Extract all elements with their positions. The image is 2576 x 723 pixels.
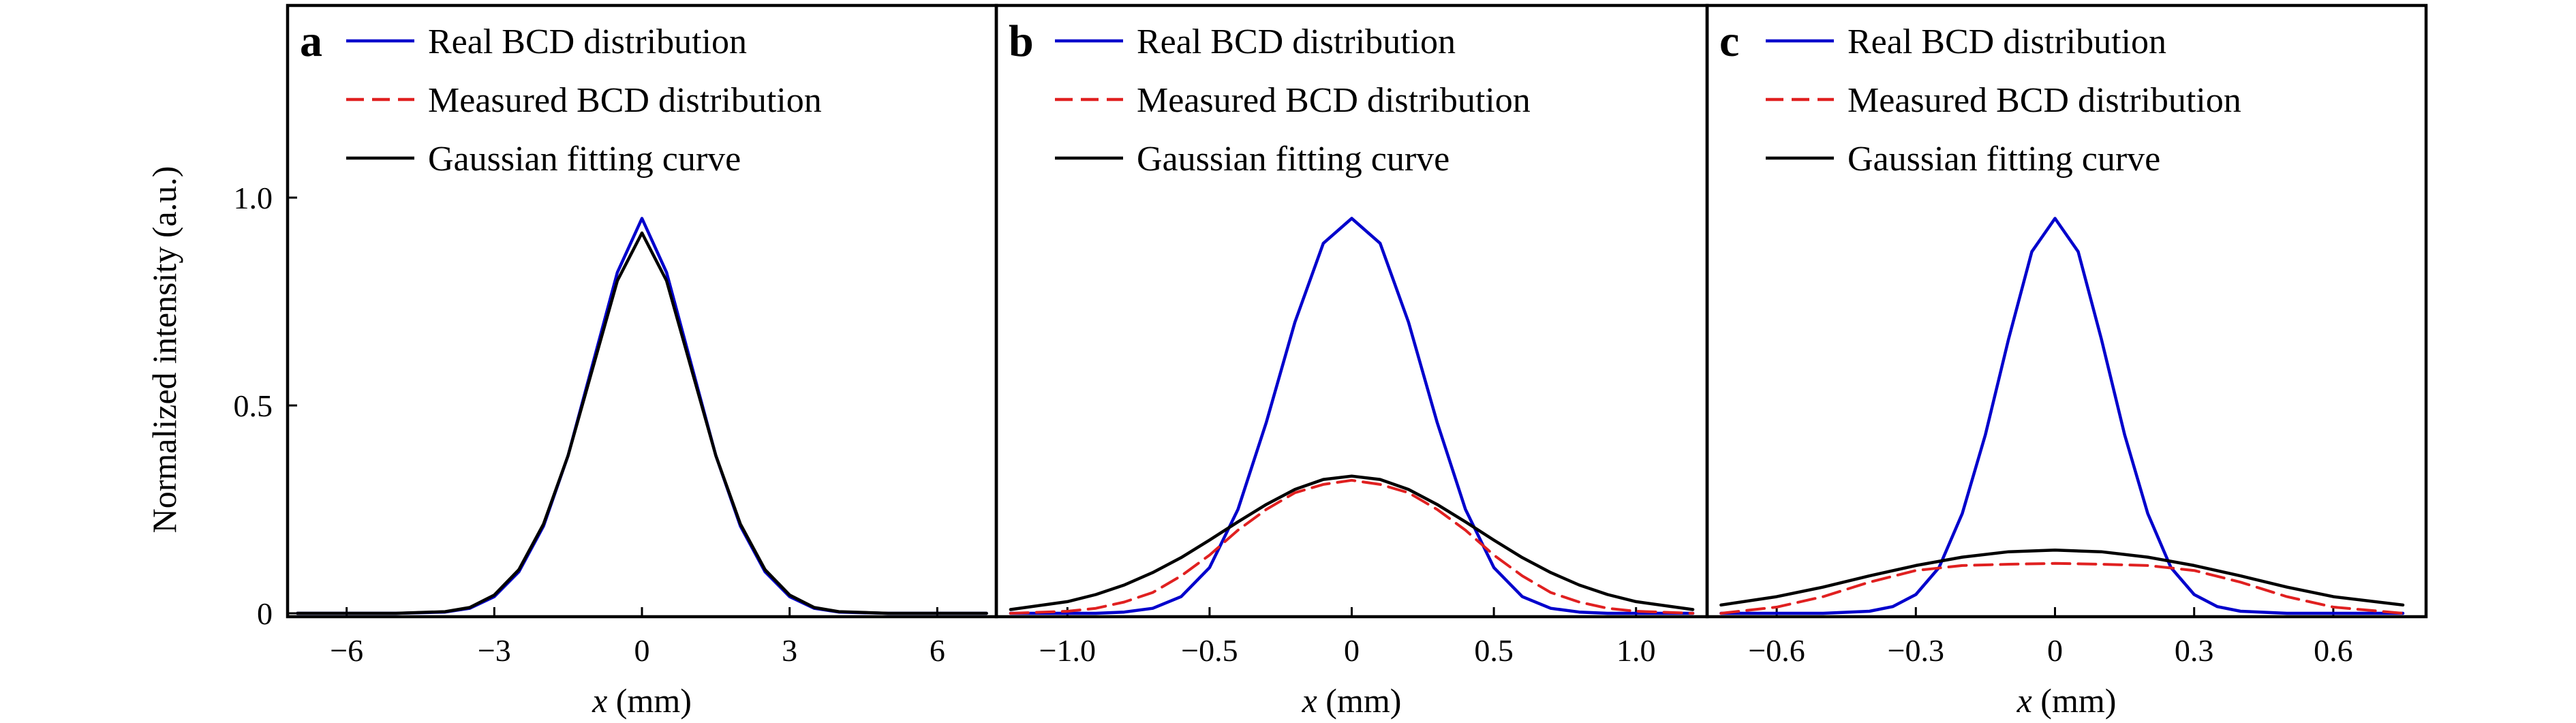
x-axis-label-variable: x: [1302, 681, 1317, 720]
y-tick-label: 0.5: [234, 388, 273, 423]
x-tick-label: −6: [330, 633, 363, 668]
legend-entry: Gaussian fitting curve: [1847, 140, 2160, 179]
series-line-real-bcd-distribution: [1721, 219, 2403, 614]
figure: Normalized intensity (a.u.) −6 −3 0 3 6 x (mm…: [0, 0, 2576, 723]
x-axis-label-unit: (mm): [607, 681, 692, 720]
series-line-real-bcd-distribution: [1011, 219, 1693, 614]
x-tick-label: 1.0: [1616, 633, 1656, 668]
x-tick-label: −1.0: [1039, 633, 1096, 668]
x-tick-label: −0.6: [1748, 633, 1805, 668]
x-tick-label: 0.6: [2314, 633, 2353, 668]
panel-c: −0.6 −0.3 0 0.3 0.6 x (mm) Real BCD distributi…: [1707, 5, 2426, 720]
x-axis-label-unit: (mm): [2032, 681, 2117, 720]
x-tick-label: 3: [782, 633, 797, 668]
panel-letter: b: [1009, 16, 1034, 66]
panel-letter: a: [300, 16, 322, 66]
series-line-measured-bcd-distribution: [1011, 480, 1693, 613]
x-tick-label: −0.3: [1888, 633, 1944, 668]
x-axis-label-variable: x: [2017, 681, 2032, 720]
panel-b: −1.0 −0.5 0 0.5 1.0 x (mm) Real BCD distributi…: [996, 5, 1707, 720]
panel-a: −6 −3 0 3 6 x (mm) 0 0.5 1.0 Real BCD distributio…: [234, 5, 997, 720]
x-tick-label: 0.5: [1474, 633, 1514, 668]
series-line-measured-bcd-distribution: [297, 233, 986, 613]
legend-entry: Measured BCD distribution: [1137, 81, 1531, 120]
legend-entry: Measured BCD distribution: [428, 81, 822, 120]
legend-entry: Real BCD distribution: [428, 22, 747, 61]
legend-entry: Gaussian fitting curve: [1137, 140, 1450, 179]
x-axis-label: x (mm): [1302, 681, 1402, 720]
panel-letter: c: [1719, 16, 1739, 66]
y-tick-label: 1.0: [234, 181, 273, 215]
legend-entry: Gaussian fitting curve: [428, 140, 741, 179]
series-line-gaussian-fitting-curve: [297, 233, 986, 613]
x-axis-label-unit: (mm): [1317, 681, 1402, 720]
x-tick-label: 0: [634, 633, 650, 668]
y-tick-label: 0: [257, 596, 273, 631]
x-axis-label: x (mm): [2017, 681, 2117, 720]
x-tick-label: 0: [1344, 633, 1360, 668]
x-tick-label: 0: [2047, 633, 2063, 668]
legend-entry: Measured BCD distribution: [1847, 81, 2241, 120]
legend-entry: Real BCD distribution: [1137, 22, 1456, 61]
y-axis-label: Normalized intensity (a.u.): [145, 166, 183, 534]
x-tick-label: −0.5: [1181, 633, 1238, 668]
x-tick-label: 6: [930, 633, 945, 668]
legend-entry: Real BCD distribution: [1847, 22, 2166, 61]
series-line-real-bcd-distribution: [297, 219, 986, 614]
x-tick-label: 0.3: [2175, 633, 2214, 668]
x-axis-label-variable: x: [592, 681, 607, 720]
x-axis-label: x (mm): [592, 681, 692, 720]
x-tick-label: −3: [478, 633, 511, 668]
series-line-gaussian-fitting-curve: [1011, 476, 1693, 610]
